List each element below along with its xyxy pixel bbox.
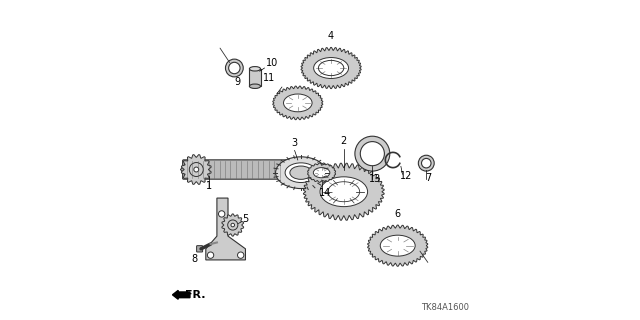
Text: 10: 10 (266, 59, 278, 68)
Polygon shape (367, 225, 428, 266)
Polygon shape (308, 163, 335, 182)
Ellipse shape (290, 166, 312, 179)
Polygon shape (301, 47, 361, 89)
Text: 12: 12 (399, 171, 412, 181)
FancyBboxPatch shape (182, 160, 289, 179)
Text: 14: 14 (319, 188, 331, 198)
Ellipse shape (380, 235, 415, 256)
FancyBboxPatch shape (196, 246, 203, 252)
Text: 5: 5 (243, 214, 248, 224)
Text: 11: 11 (263, 73, 275, 83)
Text: 6: 6 (395, 209, 401, 219)
Ellipse shape (276, 157, 326, 188)
Text: 2: 2 (340, 136, 347, 146)
Ellipse shape (285, 163, 317, 182)
Text: 4: 4 (328, 31, 334, 42)
Text: TK84A1600: TK84A1600 (421, 303, 469, 312)
FancyArrow shape (173, 290, 190, 299)
Circle shape (231, 223, 234, 227)
Circle shape (194, 167, 199, 172)
Circle shape (228, 220, 238, 230)
Circle shape (422, 158, 431, 168)
Text: 9: 9 (234, 77, 241, 87)
Ellipse shape (314, 58, 349, 78)
Circle shape (218, 211, 225, 217)
Circle shape (225, 59, 243, 77)
Text: 13: 13 (369, 174, 381, 184)
Circle shape (207, 252, 214, 258)
Circle shape (355, 136, 390, 171)
Polygon shape (303, 163, 384, 220)
Text: FR.: FR. (185, 291, 205, 300)
Polygon shape (206, 198, 246, 260)
Polygon shape (222, 214, 244, 236)
Ellipse shape (250, 84, 260, 88)
Polygon shape (181, 155, 211, 184)
Polygon shape (273, 86, 323, 120)
Circle shape (189, 163, 204, 177)
Text: 3: 3 (292, 138, 298, 148)
Ellipse shape (284, 94, 312, 112)
Ellipse shape (320, 177, 367, 207)
Ellipse shape (314, 168, 330, 178)
Bar (250, 69, 260, 86)
Circle shape (228, 62, 240, 74)
Text: 8: 8 (191, 253, 198, 263)
Text: 7: 7 (425, 172, 431, 183)
Text: 1: 1 (206, 180, 212, 190)
Circle shape (419, 155, 434, 171)
Ellipse shape (250, 67, 260, 71)
Circle shape (360, 142, 385, 166)
Polygon shape (180, 159, 190, 180)
Circle shape (237, 252, 244, 258)
